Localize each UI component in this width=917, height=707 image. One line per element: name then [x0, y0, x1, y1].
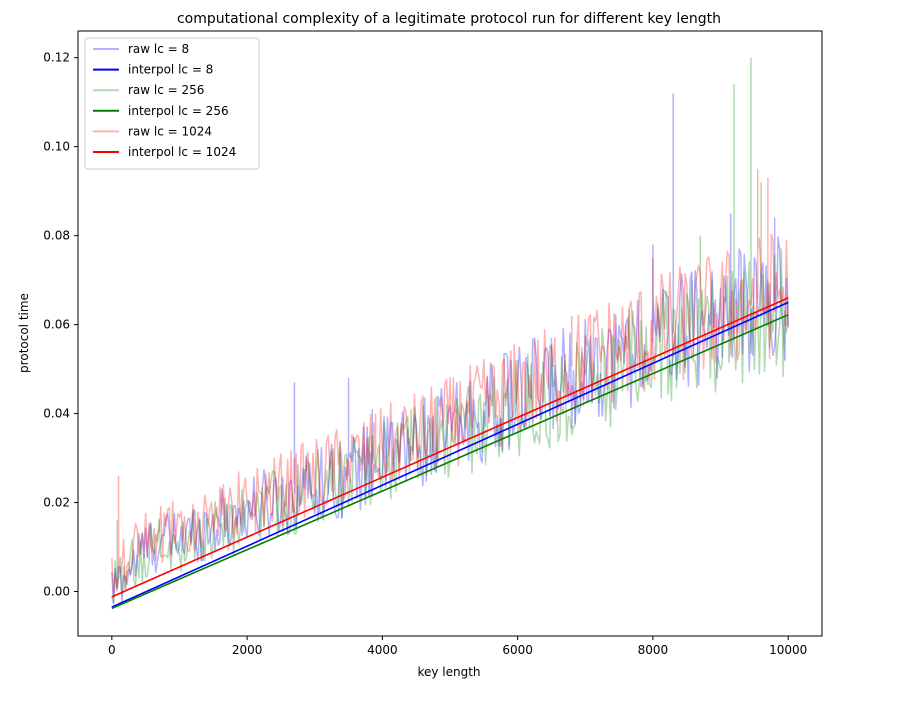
x-tick-label: 2000 — [232, 643, 263, 657]
x-tick-label: 8000 — [638, 643, 669, 657]
chart-title: computational complexity of a legitimate… — [177, 11, 721, 27]
series-line-fit-3 — [111, 314, 789, 610]
series-line-fit-1 — [111, 301, 789, 608]
legend: raw lc = 8 interpol lc = 8 raw lc = 256 int… — [84, 37, 260, 170]
y-tick-label: 0.06 — [43, 318, 70, 332]
x-tick-label: 10000 — [769, 643, 807, 657]
fit-series-layer — [111, 297, 789, 610]
y-axis-label: protocol time — [17, 293, 31, 373]
legend-entry: raw lc = 256 — [128, 83, 204, 97]
legend-entry: interpol lc = 256 — [128, 104, 229, 118]
legend-entry: interpol lc = 1024 — [128, 145, 236, 159]
x-axis-label: key length — [417, 665, 480, 679]
x-tick-label: 0 — [108, 643, 116, 657]
plot-frame — [77, 30, 823, 637]
y-tick-label: 0.12 — [43, 51, 70, 65]
x-axis: 0 2000 4000 6000 8000 10000 — [108, 636, 807, 657]
y-tick-label: 0.04 — [43, 407, 70, 421]
series-line-raw-0 — [111, 93, 789, 604]
y-tick-label: 0.08 — [43, 229, 70, 243]
legend-entry: raw lc = 8 — [128, 42, 189, 56]
series-line-fit-5 — [111, 297, 789, 598]
series-line-raw-4 — [111, 168, 789, 596]
legend-box — [84, 37, 260, 170]
y-tick-label: 0.10 — [43, 140, 70, 154]
legend-entry: interpol lc = 8 — [128, 63, 213, 77]
x-tick-label: 4000 — [367, 643, 398, 657]
x-tick-label: 6000 — [502, 643, 533, 657]
y-axis: 0.00 0.02 0.04 0.06 0.08 0.10 0.12 — [43, 51, 78, 599]
y-tick-label: 0.00 — [43, 585, 70, 599]
y-tick-label: 0.02 — [43, 496, 70, 510]
raw-series-layer — [111, 57, 789, 605]
legend-entry: raw lc = 1024 — [128, 124, 212, 138]
